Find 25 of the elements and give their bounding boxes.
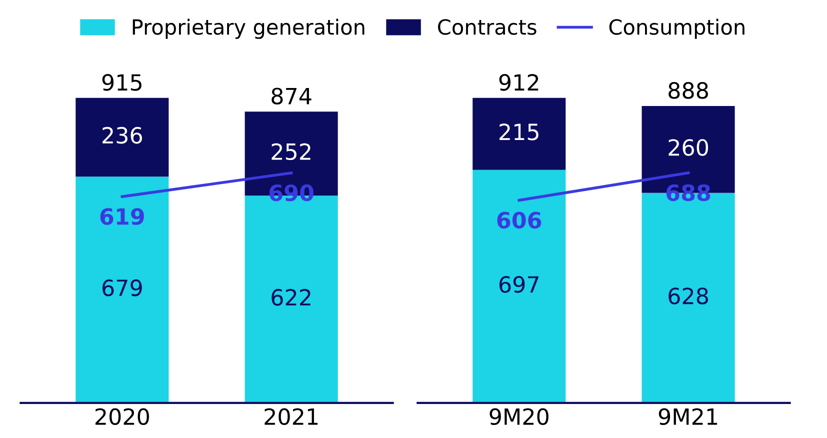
x-tick-label: 9M20 xyxy=(490,408,548,426)
total-label: 912 xyxy=(499,74,538,91)
x-tick-label: 2020 xyxy=(96,408,149,426)
data-label: 252 xyxy=(272,143,310,160)
data-label: 679 xyxy=(102,279,142,296)
legend-label: Contracts xyxy=(438,19,536,35)
data-label: 619 xyxy=(100,208,144,225)
data-label: 622 xyxy=(272,288,310,306)
data-label: 236 xyxy=(102,126,142,144)
bar xyxy=(472,98,566,170)
bar xyxy=(76,176,169,403)
data-label: 606 xyxy=(497,212,542,229)
bar xyxy=(472,170,566,403)
data-label: 697 xyxy=(499,276,538,293)
x-tick-label: 2021 xyxy=(264,408,318,426)
total-label: 888 xyxy=(668,82,708,99)
total-label: 874 xyxy=(272,88,312,105)
x-tick-label: 9M21 xyxy=(658,408,718,426)
bar xyxy=(76,98,169,177)
data-label: 260 xyxy=(668,139,708,156)
legend-label: Consumption xyxy=(609,18,744,39)
total-label: 915 xyxy=(102,74,142,91)
legend-label: Proprietary generation xyxy=(132,18,364,39)
data-label: 215 xyxy=(500,124,538,140)
data-label: 628 xyxy=(668,288,708,304)
